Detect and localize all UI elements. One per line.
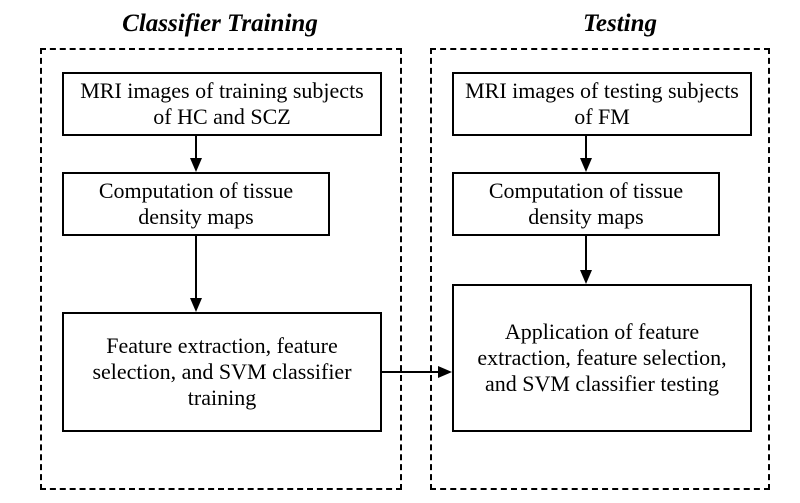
node-test-density: Computation of tissue density maps (452, 172, 720, 236)
node-train-mri: MRI images of training subjects of HC an… (62, 72, 382, 136)
node-train-svm: Feature extraction, feature selection, a… (62, 312, 382, 432)
training-section-title: Classifier Training (90, 10, 350, 38)
flowchart-canvas: Classifier Training Testing MRI images o… (0, 0, 800, 503)
node-test-mri: MRI images of testing subjects of FM (452, 72, 752, 136)
node-train-density: Computation of tissue density maps (62, 172, 330, 236)
node-test-svm: Application of feature extraction, featu… (452, 284, 752, 432)
testing-section-title: Testing (540, 10, 700, 38)
